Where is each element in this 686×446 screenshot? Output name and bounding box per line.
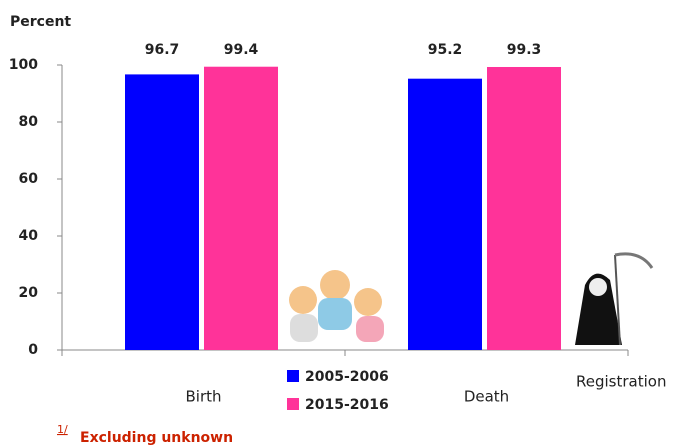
y-tick-label: 20 (19, 285, 39, 301)
y-tick-label: 80 (19, 114, 39, 130)
data-label: 99.3 (507, 42, 542, 58)
x-tick-label: Birth (185, 388, 221, 406)
chart: Percent Registration 1/ Excluding unknow… (0, 0, 686, 446)
footnote: Excluding unknown (80, 430, 233, 446)
y-axis-label: Percent (10, 14, 71, 30)
y-tick-label: 100 (9, 57, 38, 73)
x-axis-label: Registration (576, 373, 666, 391)
legend-label: 2005-2006 (305, 369, 389, 385)
reaper-icon (575, 254, 652, 345)
legend-swatch (287, 398, 299, 410)
data-label: 96.7 (145, 42, 180, 58)
data-label: 99.4 (224, 42, 259, 58)
legend-label: 2015-2016 (305, 397, 389, 413)
babies-icon (289, 270, 384, 342)
bar (487, 67, 561, 350)
x-tick-label: Death (464, 388, 509, 406)
legend-swatch (287, 370, 299, 382)
bar (408, 79, 482, 350)
bar (125, 74, 199, 350)
y-tick-label: 0 (28, 342, 38, 358)
data-label: 95.2 (428, 42, 463, 58)
footnote-marker: 1/ (57, 423, 68, 436)
y-tick-label: 40 (19, 228, 39, 244)
y-tick-label: 60 (19, 171, 39, 187)
bar (204, 67, 278, 350)
